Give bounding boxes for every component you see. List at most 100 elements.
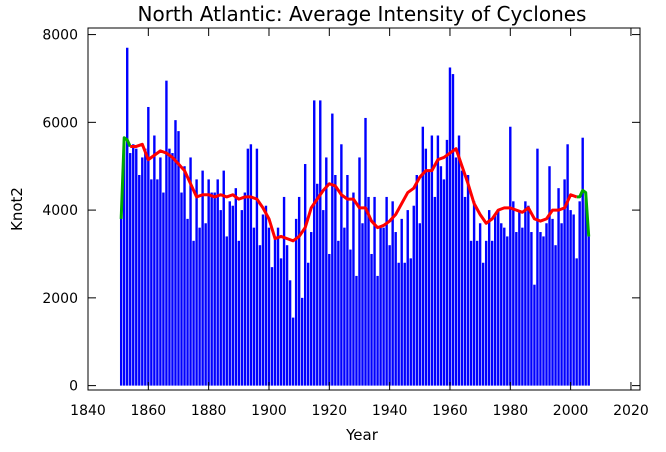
bar xyxy=(566,144,569,386)
bar xyxy=(122,139,126,386)
bar xyxy=(503,227,506,386)
bar xyxy=(273,236,277,386)
bar xyxy=(385,196,388,386)
y-axis-label: Knot2 xyxy=(8,187,26,231)
bar xyxy=(569,210,572,386)
y-tick-label: 8000 xyxy=(42,28,78,44)
bar xyxy=(300,297,304,386)
bar xyxy=(484,240,488,386)
bar xyxy=(198,227,201,386)
x-axis-label: Year xyxy=(345,426,379,444)
bar xyxy=(394,232,397,386)
bar xyxy=(213,192,216,386)
chart-title: North Atlantic: Average Intensity of Cyc… xyxy=(138,2,587,26)
line xyxy=(119,136,591,237)
bar xyxy=(475,240,479,386)
bar xyxy=(162,192,165,386)
bar xyxy=(448,67,452,386)
plot-frame xyxy=(87,27,641,391)
bar xyxy=(219,210,222,386)
bar xyxy=(442,179,446,386)
bar xyxy=(506,236,509,386)
bar xyxy=(364,117,367,386)
bar xyxy=(177,131,180,386)
bar xyxy=(521,227,524,386)
bar xyxy=(192,240,195,386)
bar xyxy=(288,280,292,386)
bar xyxy=(478,223,482,386)
bar xyxy=(171,153,174,386)
bar xyxy=(346,174,349,386)
bar xyxy=(494,214,497,386)
bar xyxy=(144,148,147,386)
x-tick-label: 1900 xyxy=(251,403,287,419)
bar xyxy=(415,174,418,386)
x-tick-label: 1980 xyxy=(492,403,528,419)
bar xyxy=(515,232,518,386)
bar xyxy=(463,196,467,386)
x-tick-label: 2000 xyxy=(553,403,589,419)
bar xyxy=(542,236,545,386)
bar xyxy=(563,179,566,386)
bar xyxy=(252,227,256,386)
bar xyxy=(258,245,262,386)
y-tick-label: 4000 xyxy=(42,203,78,219)
bar xyxy=(578,201,581,386)
bar xyxy=(183,166,186,386)
bar xyxy=(352,192,355,386)
bar xyxy=(297,196,301,386)
bar xyxy=(545,223,548,386)
bar xyxy=(433,196,437,386)
bar xyxy=(460,170,464,386)
bar xyxy=(343,227,346,386)
bar xyxy=(548,166,551,386)
bar xyxy=(225,236,228,386)
bar xyxy=(237,240,241,386)
bar xyxy=(361,223,364,386)
bar xyxy=(530,232,533,386)
bar xyxy=(406,210,409,386)
bar xyxy=(141,157,144,386)
bar xyxy=(207,179,210,386)
bar xyxy=(379,227,382,386)
bar xyxy=(174,120,177,386)
bar xyxy=(436,135,440,386)
x-tick-label: 1920 xyxy=(311,403,347,419)
bar xyxy=(119,214,123,386)
bar xyxy=(524,201,527,386)
bar xyxy=(367,196,370,386)
bar xyxy=(243,192,247,386)
bar xyxy=(264,205,268,386)
x-tick-label: 1860 xyxy=(131,403,167,419)
bar xyxy=(349,249,352,386)
bar xyxy=(325,157,328,386)
bar xyxy=(276,227,280,386)
bar xyxy=(391,201,394,386)
bar xyxy=(189,157,192,386)
bar xyxy=(376,275,379,386)
x-tick-label: 1940 xyxy=(372,403,408,419)
y-tick-label: 6000 xyxy=(42,115,78,131)
bar xyxy=(490,240,494,386)
line xyxy=(130,142,578,243)
bar xyxy=(282,196,286,386)
bar xyxy=(222,170,225,386)
bar xyxy=(261,214,265,386)
bar xyxy=(340,144,343,386)
bar xyxy=(210,192,213,386)
bar xyxy=(306,262,310,386)
bar xyxy=(466,174,470,386)
bar xyxy=(195,179,198,386)
bar xyxy=(560,223,563,386)
bar xyxy=(518,210,521,386)
bar xyxy=(322,210,325,386)
bar xyxy=(147,106,150,386)
bar xyxy=(581,137,584,386)
bar xyxy=(201,170,204,386)
bar xyxy=(397,262,400,386)
bar xyxy=(246,148,250,386)
x-tick-label: 1840 xyxy=(70,403,106,419)
bar xyxy=(403,262,406,386)
bar xyxy=(279,258,283,386)
bar xyxy=(150,179,153,386)
